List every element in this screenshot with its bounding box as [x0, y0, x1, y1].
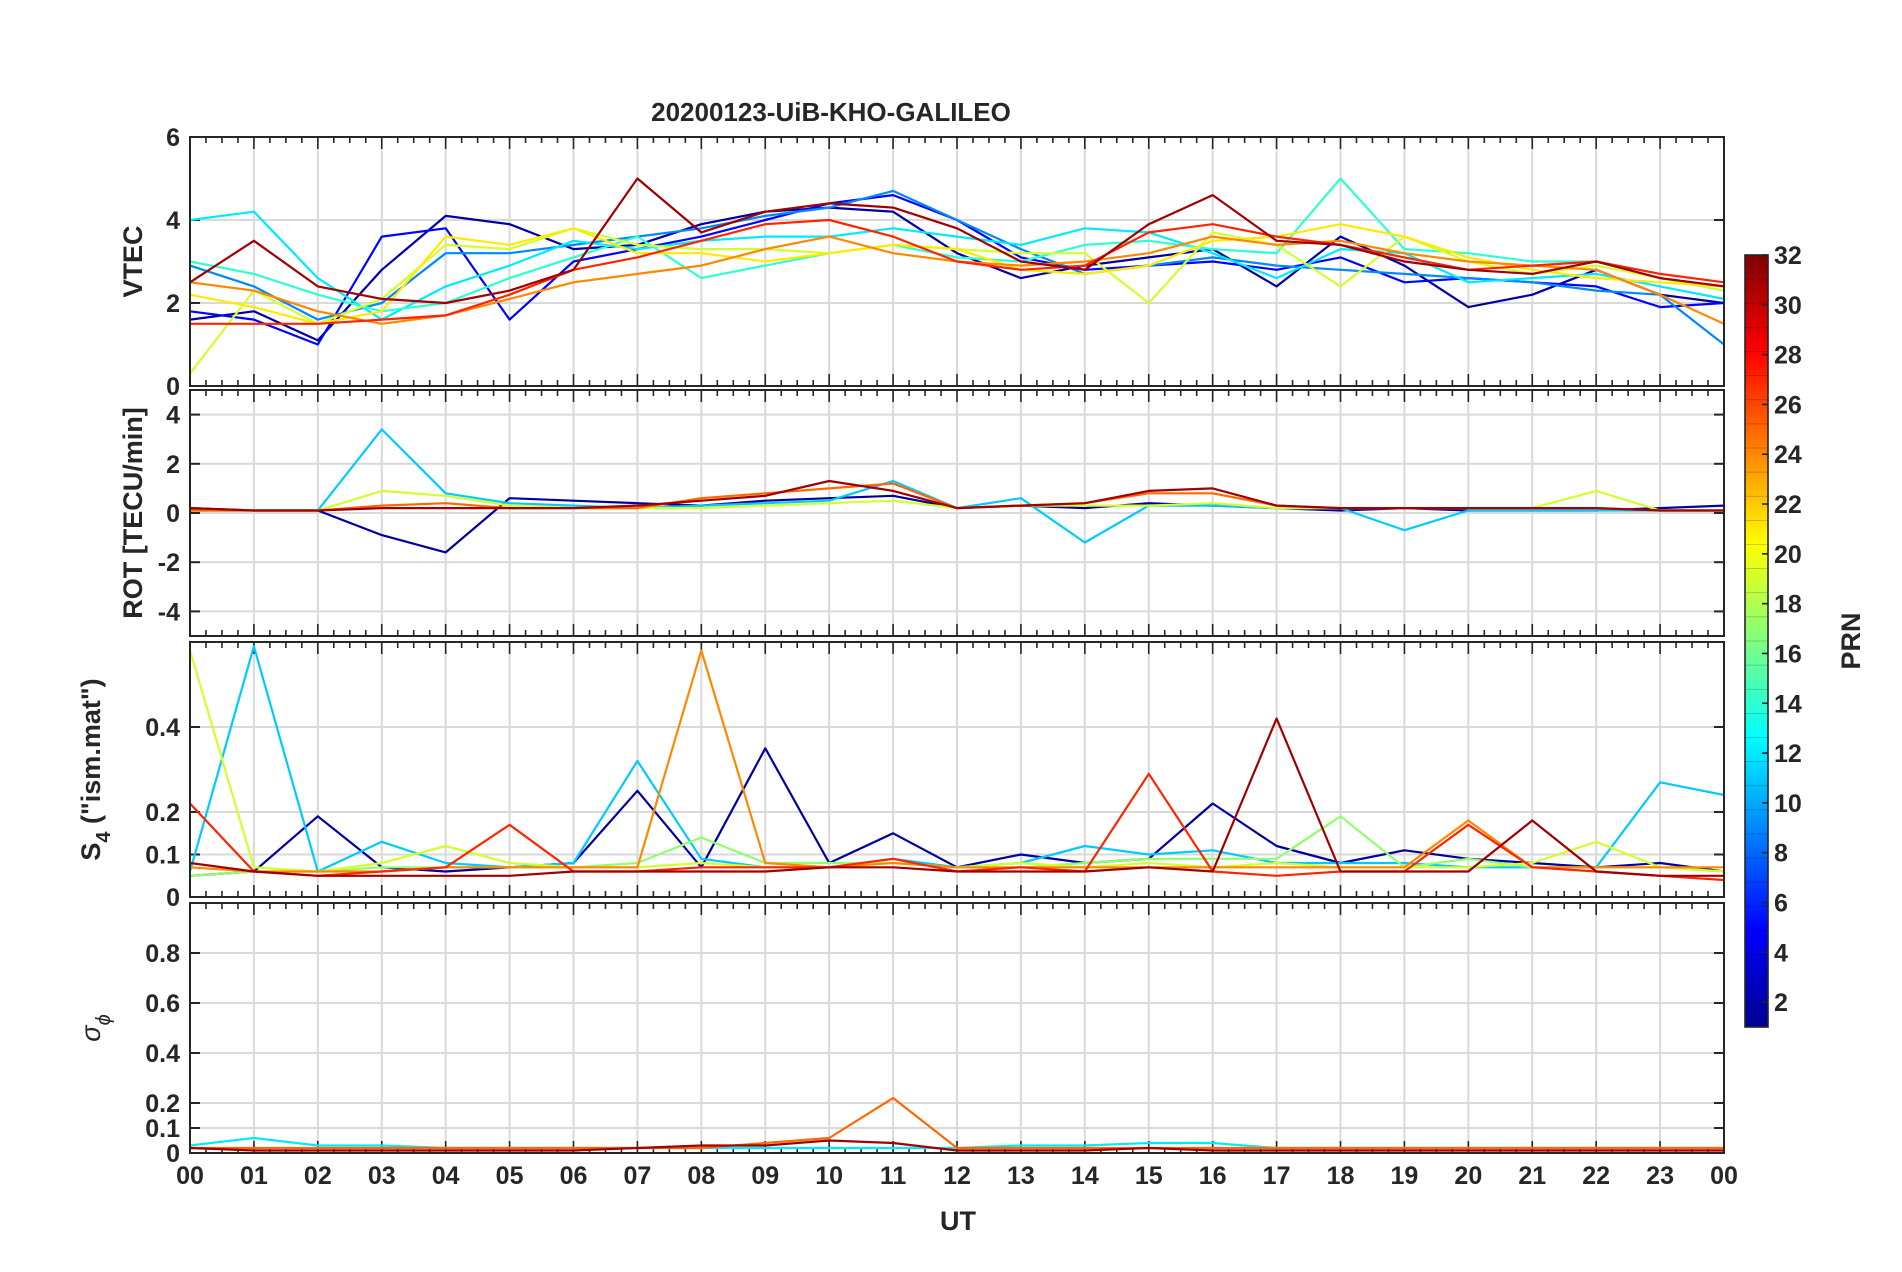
- y-tick-label: 0.2: [145, 1090, 180, 1118]
- y-tick-label: 4: [166, 207, 180, 235]
- y-tick-label: -4: [158, 598, 180, 626]
- series-line-prn-12: [190, 210, 1724, 321]
- colorbar-tick-label: 8: [1774, 840, 1788, 868]
- x-tick-label: 07: [624, 1162, 652, 1190]
- series-line-prn-21: [190, 223, 1724, 325]
- colorbar-tick-label: 6: [1774, 889, 1788, 917]
- x-axis-label: UT: [940, 1206, 976, 1236]
- colorbar-tick-label: 14: [1774, 690, 1802, 718]
- y-tick-label: 0: [166, 1140, 180, 1168]
- y-tick-label: 0.6: [145, 990, 180, 1018]
- y-tick-label: 0.4: [145, 1040, 180, 1068]
- y-tick-label: 2: [166, 451, 180, 479]
- x-tick-label: 13: [1007, 1162, 1035, 1190]
- colorbar-tick-label: 32: [1774, 242, 1802, 270]
- y-tick-label: 0: [166, 884, 180, 912]
- series-group-rot: [190, 428, 1724, 554]
- chart-title: 20200123-UiB-KHO-GALILEO: [651, 97, 1011, 127]
- y-tick-label: 6: [166, 124, 180, 152]
- colorbar-label: PRN: [1836, 612, 1866, 669]
- colorbar-tick-label: 10: [1774, 790, 1802, 818]
- series-group-vtec: [190, 177, 1724, 375]
- axis-box-rot: [189, 389, 1725, 637]
- series-group-s4: [190, 645, 1724, 882]
- x-tick-label: 19: [1391, 1162, 1419, 1190]
- y-tick-label: 2: [166, 290, 180, 318]
- y-tick-label: 0.8: [145, 940, 180, 968]
- x-axis: 00 01 02 03 04 05 06 07 08 09 10 11 12 13 14 15 16 17 18 19…: [176, 1162, 1738, 1190]
- colorbar-tick-label: 26: [1774, 391, 1802, 419]
- colorbar-gradient: [1745, 255, 1768, 1027]
- x-tick-label: 20: [1454, 1162, 1482, 1190]
- y-tick-label: 0.4: [145, 714, 180, 742]
- y-tick-label: 0.1: [145, 842, 180, 870]
- colorbar-tick-label: 12: [1774, 740, 1802, 768]
- colorbar-tick-label: 2: [1774, 989, 1788, 1017]
- series-line-prn-2: [190, 206, 1724, 342]
- y-tick-label: -2: [158, 549, 180, 577]
- colorbar-tick-label: 22: [1774, 491, 1802, 519]
- x-tick-label: 15: [1135, 1162, 1163, 1190]
- x-tick-label: 01: [240, 1162, 268, 1190]
- series-line-prn-31: [190, 177, 1724, 305]
- series-line-prn-25: [190, 1096, 1724, 1150]
- series-line-prn-31: [190, 479, 1724, 512]
- colorbar-tick-label: 28: [1774, 342, 1802, 370]
- y-axis-label-rot: ROT [TECU/min]: [118, 407, 148, 618]
- x-tick-label: 04: [432, 1162, 460, 1190]
- y-axis-label-main: σ: [76, 1024, 106, 1042]
- x-tick-label: 05: [496, 1162, 524, 1190]
- x-tick-label: 02: [304, 1162, 332, 1190]
- axis-box-vtec: [189, 136, 1725, 387]
- x-tick-label: 23: [1646, 1162, 1674, 1190]
- colorbar-tick-label: 16: [1774, 640, 1802, 668]
- colorbar-tick-label: 4: [1774, 939, 1788, 967]
- y-axis-label-s4: S4 ("ism.mat"): [76, 678, 115, 860]
- x-tick-label: 10: [815, 1162, 843, 1190]
- x-tick-label: 09: [751, 1162, 779, 1190]
- y-tick-label: 0.2: [145, 799, 180, 827]
- x-tick-label: 00: [176, 1162, 204, 1190]
- colorbar-tick-label: 20: [1774, 541, 1802, 569]
- panel-sigma_phi: 00.10.2 0.4 0.6 0.8 σϕ: [76, 902, 1725, 1168]
- y-tick-label: 0: [166, 500, 180, 528]
- x-tick-label: 11: [880, 1162, 907, 1190]
- y-tick-label: 4: [166, 402, 180, 430]
- colorbar-frame: [1744, 254, 1769, 1028]
- axis-box-s4: [189, 641, 1725, 898]
- y-axis-label-sub: ϕ: [93, 1014, 115, 1025]
- x-tick-label: 16: [1199, 1162, 1227, 1190]
- series-line-prn-9: [190, 189, 1724, 346]
- x-tick-label: 03: [368, 1162, 396, 1190]
- y-tick-label: 0: [166, 373, 180, 401]
- panel-vtec: 0 2 4 6 VTEC: [118, 124, 1725, 401]
- panel-rot: -4 -2 0 2 4 ROT [TECU/min]: [118, 389, 1725, 637]
- series-line-prn-31: [190, 717, 1724, 877]
- x-tick-label: 06: [560, 1162, 588, 1190]
- y-axis-label-main: S: [76, 843, 106, 861]
- colorbar-tick-label: 30: [1774, 292, 1802, 320]
- x-tick-label: 08: [687, 1162, 715, 1190]
- colorbar-tick-label: 18: [1774, 591, 1802, 619]
- x-tick-label: 17: [1263, 1162, 1291, 1190]
- y-axis-label-sub: 4: [93, 831, 115, 843]
- y-axis-label-vtec: VTEC: [118, 225, 148, 297]
- series-line-prn-31: [190, 1139, 1724, 1152]
- x-tick-label: 12: [943, 1162, 971, 1190]
- colorbar-tick-label: 24: [1774, 441, 1802, 469]
- x-tick-label: 00: [1710, 1162, 1738, 1190]
- series-group-sigma_phi: [190, 1096, 1724, 1152]
- panel-s4: 0 0.1 0.2 0.4 S4 ("ism.mat"): [76, 641, 1725, 912]
- x-tick-label: 21: [1518, 1162, 1546, 1190]
- x-tick-label: 18: [1327, 1162, 1355, 1190]
- y-axis-label-sigma_phi: σϕ: [76, 1014, 115, 1041]
- y-tick-label: 0.1: [145, 1115, 180, 1143]
- y-axis-label-rest: ("ism.mat"): [76, 678, 106, 831]
- x-tick-label: 22: [1582, 1162, 1610, 1190]
- x-tick-label: 14: [1071, 1162, 1099, 1190]
- axis-box-sigma_phi: [189, 902, 1725, 1154]
